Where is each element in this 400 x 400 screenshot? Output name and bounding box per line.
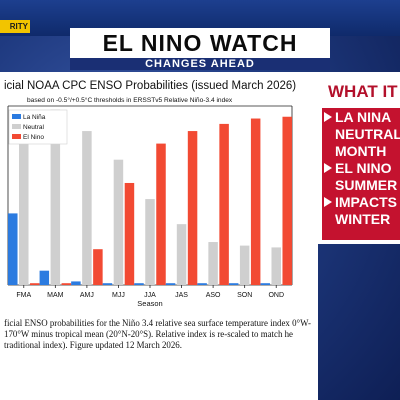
legend-swatch — [12, 134, 21, 139]
bullet-arrow-icon — [324, 112, 332, 122]
bar-son-2 — [250, 118, 261, 285]
side-list-item: LA NINA — [322, 110, 400, 125]
bar-ond-1 — [271, 247, 281, 285]
legend-swatch — [12, 114, 21, 119]
bar-ond-0 — [260, 283, 270, 285]
bar-jas-0 — [165, 283, 176, 285]
station-brand-tag: RITY — [0, 20, 30, 33]
bar-aso-1 — [208, 242, 218, 285]
x-tick-label: MJJ — [112, 292, 125, 299]
bar-jas-1 — [176, 224, 187, 285]
bar-amj-0 — [71, 281, 81, 285]
bar-amj-1 — [82, 131, 92, 285]
bullet-arrow-icon — [324, 163, 332, 173]
x-tick-label: JAS — [175, 292, 188, 299]
side-panel-list: LA NINA NEUTRAL MONTH EL NINO SUMMER IMPACTS W… — [322, 110, 400, 229]
bar-aso-0 — [197, 283, 207, 285]
side-panel-heading: WHAT IT — [322, 76, 400, 108]
legend-label: Neutral — [23, 124, 45, 131]
side-list-item-label: WINTER — [335, 211, 391, 227]
bar-fma-2 — [30, 283, 40, 285]
bar-ond-2 — [282, 116, 292, 285]
bar-jja-1 — [145, 199, 155, 285]
bar-aso-2 — [219, 123, 229, 286]
side-list-item-label: LA NINA — [335, 109, 392, 125]
x-tick-label: FMA — [16, 292, 31, 299]
x-axis-label: Season — [137, 299, 162, 308]
x-tick-label: SON — [237, 292, 252, 299]
bar-mam-2 — [61, 283, 72, 285]
chart-title: icial NOAA CPC ENSO Probabilities (issue… — [4, 80, 297, 92]
bar-jja-0 — [134, 283, 144, 285]
bar-mjj-1 — [113, 159, 124, 285]
side-list-item-label: IMPACTS — [335, 194, 397, 210]
side-list-item: SUMMER — [322, 178, 400, 193]
side-list-item-label: MONTH — [335, 143, 387, 159]
legend-label: El Nino — [23, 134, 44, 141]
bar-mjj-0 — [102, 283, 113, 285]
headline-title: EL NINO WATCH — [70, 28, 330, 58]
bar-fma-0 — [8, 213, 18, 285]
side-list-item-label: NEUTRAL — [335, 126, 400, 142]
legend-label: La Niña — [23, 114, 46, 121]
bullet-arrow-icon — [324, 197, 332, 207]
bar-mjj-2 — [124, 182, 135, 285]
bar-mam-1 — [50, 109, 61, 285]
side-list-item-label: SUMMER — [335, 177, 398, 193]
bar-jja-2 — [156, 143, 166, 285]
side-list-item: IMPACTS — [322, 195, 400, 210]
x-tick-label: MAM — [47, 292, 64, 299]
side-list-item: EL NINO — [322, 161, 400, 176]
bar-son-0 — [228, 283, 239, 285]
side-list-item: WINTER — [322, 212, 400, 227]
x-tick-label: ASO — [206, 292, 221, 299]
bar-fma-1 — [19, 131, 29, 285]
bar-amj-2 — [93, 249, 103, 285]
enso-probability-chart: FMA MAM AMJ MJJ JJA JAS ASO SON OND Season La Niña… — [7, 105, 293, 308]
side-list-item-label: EL NINO — [335, 160, 392, 176]
headline-subtitle: CHANGES AHEAD — [70, 58, 330, 70]
chart-panel: icial NOAA CPC ENSO Probabilities (issue… — [0, 72, 318, 400]
x-tick-label: OND — [268, 292, 284, 299]
side-list-item: MONTH — [322, 144, 400, 159]
bar-mam-0 — [39, 270, 50, 285]
x-tick-label: JJA — [144, 292, 156, 299]
chart-subtitle: based on -0.5°/+0.5°C thresholds in ERSS… — [27, 97, 233, 104]
side-panel: WHAT IT LA NINA NEUTRAL MONTH EL NINO SUMMER… — [318, 72, 400, 244]
chart-caption: ficial ENSO probabilities for the Niño 3… — [4, 318, 311, 350]
x-tick-label: AMJ — [80, 292, 94, 299]
legend-swatch — [12, 124, 21, 129]
bar-son-1 — [239, 245, 250, 285]
bar-jas-2 — [187, 131, 198, 285]
side-list-item: NEUTRAL — [322, 127, 400, 142]
